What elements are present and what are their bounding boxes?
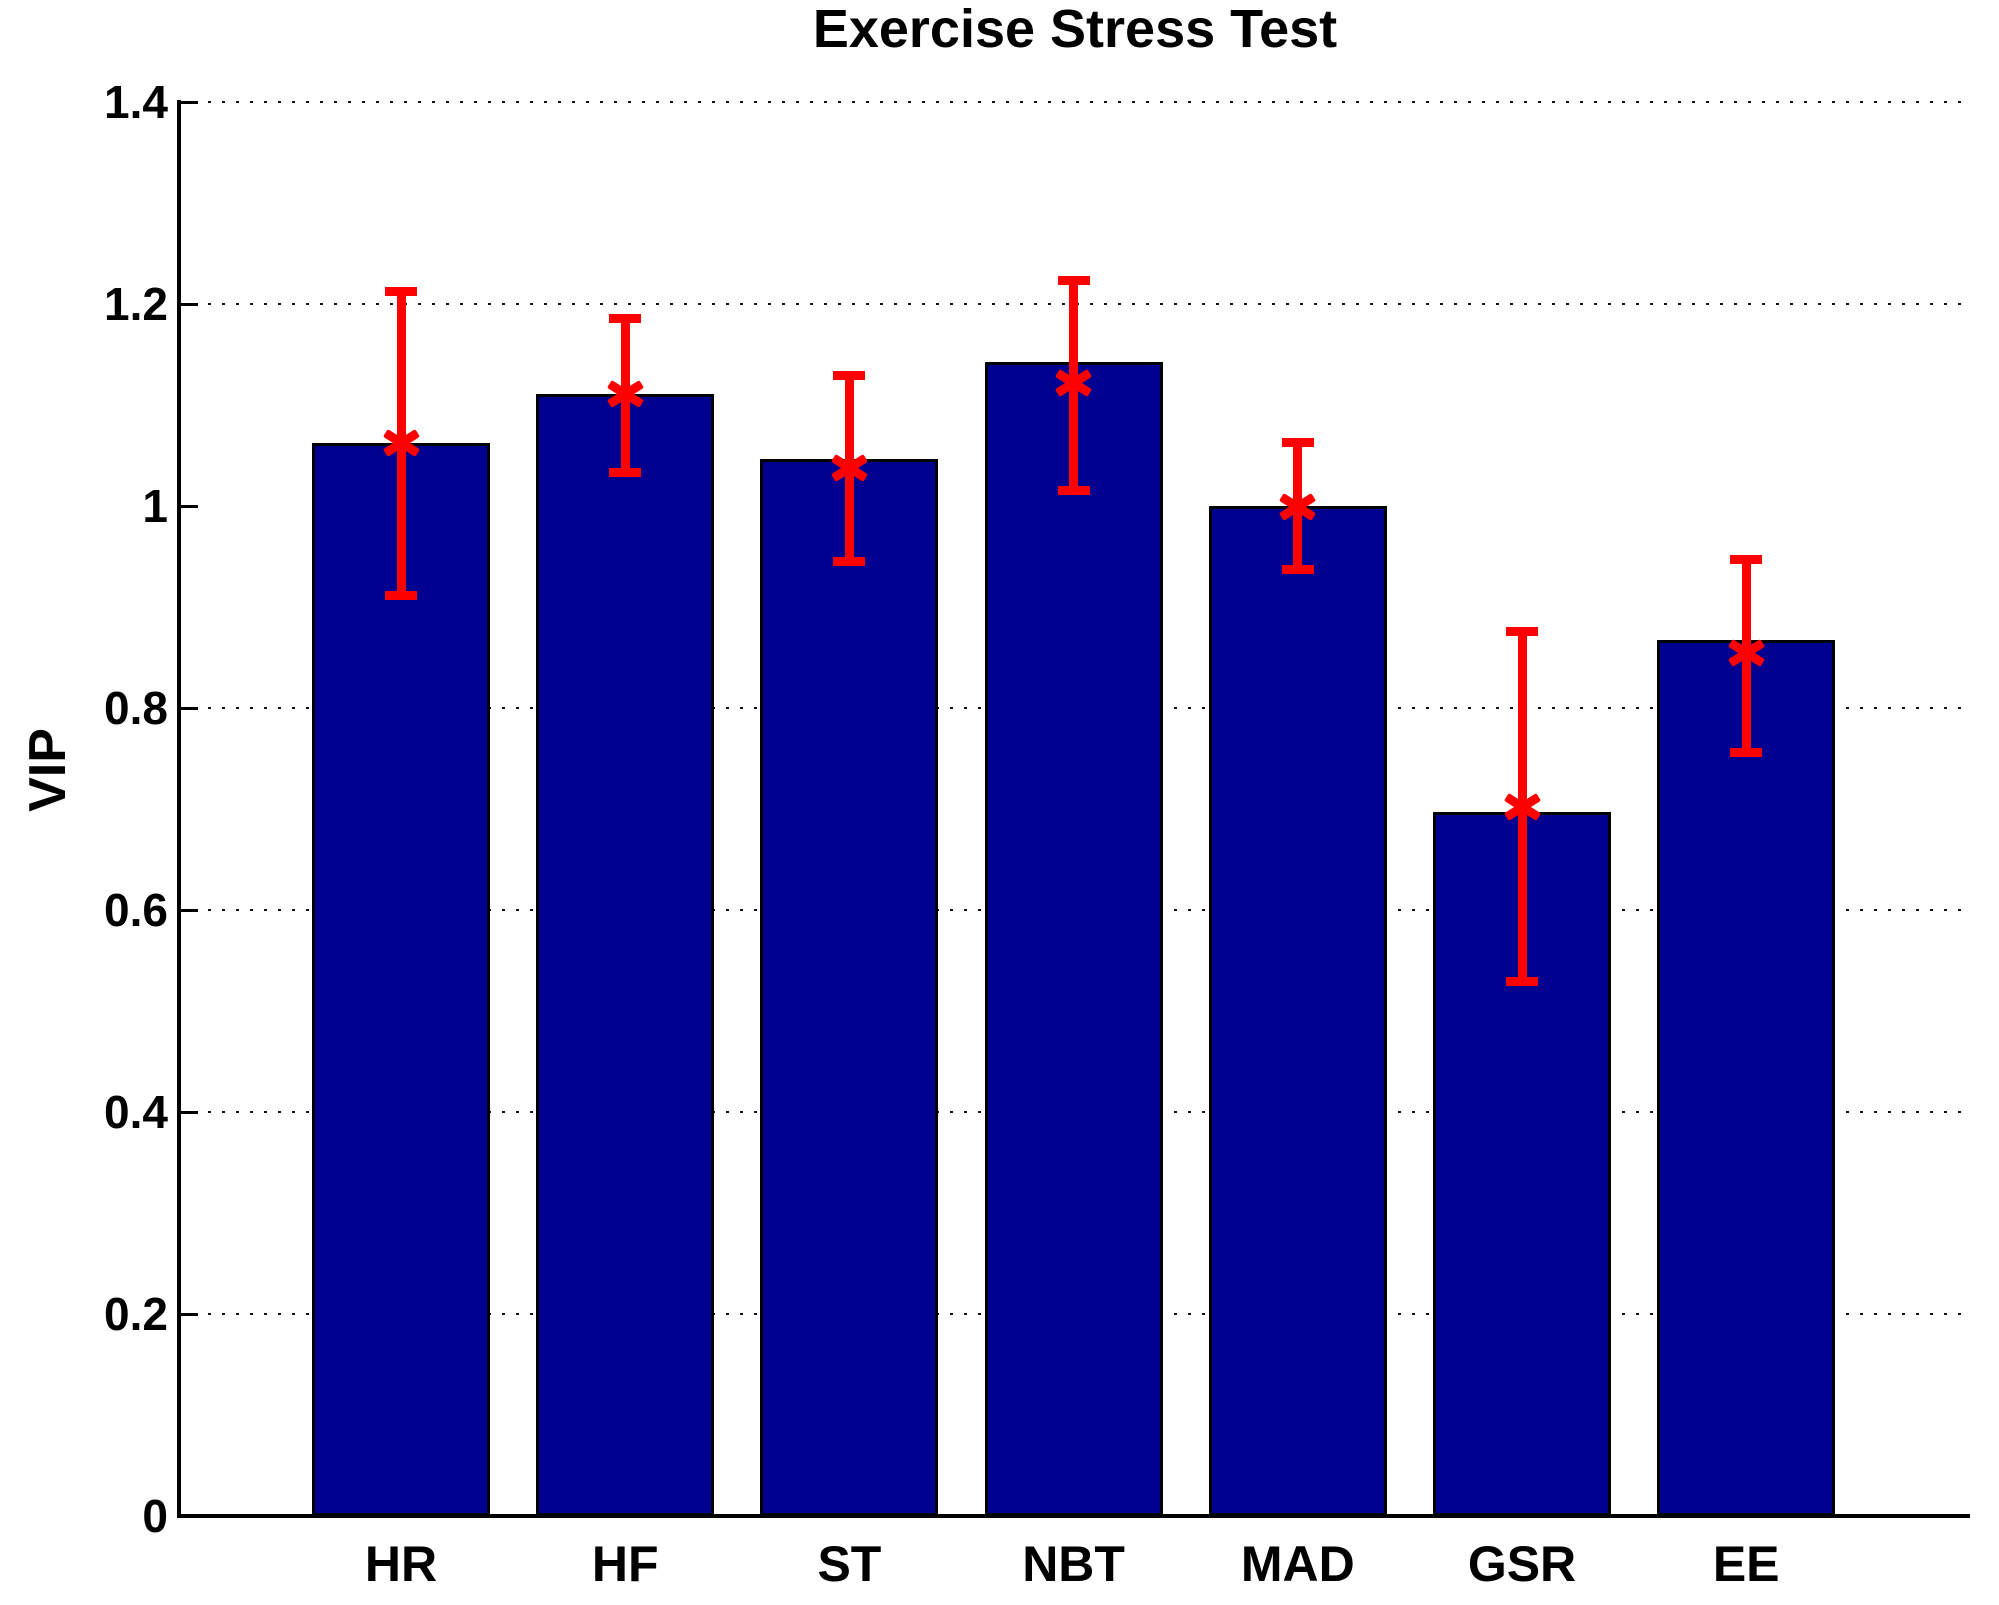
y-tick [180, 1313, 198, 1316]
x-axis-spine [177, 1514, 1970, 1518]
y-tick [180, 1111, 198, 1114]
gridline [180, 101, 1970, 103]
y-axis-spine [177, 100, 181, 1518]
error-bar-cap-top [833, 370, 866, 380]
bar-hf [536, 393, 715, 1516]
bar-hr [312, 443, 490, 1516]
y-tick [180, 101, 198, 104]
y-tick-label: 0.6 [104, 884, 168, 936]
y-tick-label: 1 [142, 480, 168, 532]
bar-nbt [984, 361, 1163, 1516]
error-bar-cap-bottom [1730, 748, 1763, 758]
x-tick-label-st: ST [817, 1536, 882, 1592]
asterisk-marker-icon [606, 374, 644, 413]
bar-mad [1208, 506, 1387, 1516]
y-tick [180, 303, 198, 306]
bar-st [760, 458, 939, 1516]
y-tick [180, 505, 198, 508]
x-tick-label-hr: HR [364, 1536, 438, 1592]
bar-gsr [1433, 812, 1611, 1516]
error-bar-cap-bottom [1506, 976, 1538, 986]
y-tick-label: 0.8 [104, 682, 168, 734]
error-bar-cap-bottom [385, 590, 417, 600]
error-bar-cap-top [1506, 627, 1538, 637]
x-tick-label-ee: EE [1712, 1536, 1780, 1592]
asterisk-marker-icon [1055, 363, 1093, 402]
y-tick-label: 1.2 [104, 278, 168, 330]
error-bar-cap-bottom [609, 467, 642, 477]
error-bar-cap-top [385, 286, 417, 296]
plot-area [180, 101, 1970, 1516]
error-bar-cap-bottom [1281, 564, 1314, 574]
error-bar-cap-top [1730, 554, 1763, 564]
asterisk-marker-icon [1727, 634, 1765, 673]
error-bar-cap-top [609, 314, 642, 324]
x-tick-label-gsr: GSR [1467, 1536, 1577, 1592]
asterisk-marker-icon [1279, 488, 1317, 526]
x-tick-label-nbt: NBT [1022, 1536, 1125, 1592]
error-bar-cap-bottom [833, 556, 866, 566]
y-tick [180, 707, 198, 710]
y-tick-label: 0 [142, 1490, 168, 1542]
error-bar-cap-bottom [1057, 485, 1090, 495]
error-bar-cap-top [1281, 438, 1314, 448]
asterisk-marker-icon [382, 424, 420, 463]
x-tick-label-hf: HF [591, 1536, 659, 1592]
y-tick-label: 0.4 [104, 1086, 168, 1138]
error-bar-cap-top [1057, 275, 1090, 285]
asterisk-marker-icon [1503, 787, 1541, 826]
asterisk-marker-icon [830, 448, 868, 487]
y-tick-label: 1.4 [104, 76, 168, 128]
y-tick-label: 0.2 [104, 1288, 168, 1340]
x-tick-label-mad: MAD [1240, 1536, 1355, 1592]
y-tick [180, 909, 198, 912]
chart-title: Exercise Stress Test [812, 0, 1338, 59]
bar-ee [1657, 640, 1836, 1516]
